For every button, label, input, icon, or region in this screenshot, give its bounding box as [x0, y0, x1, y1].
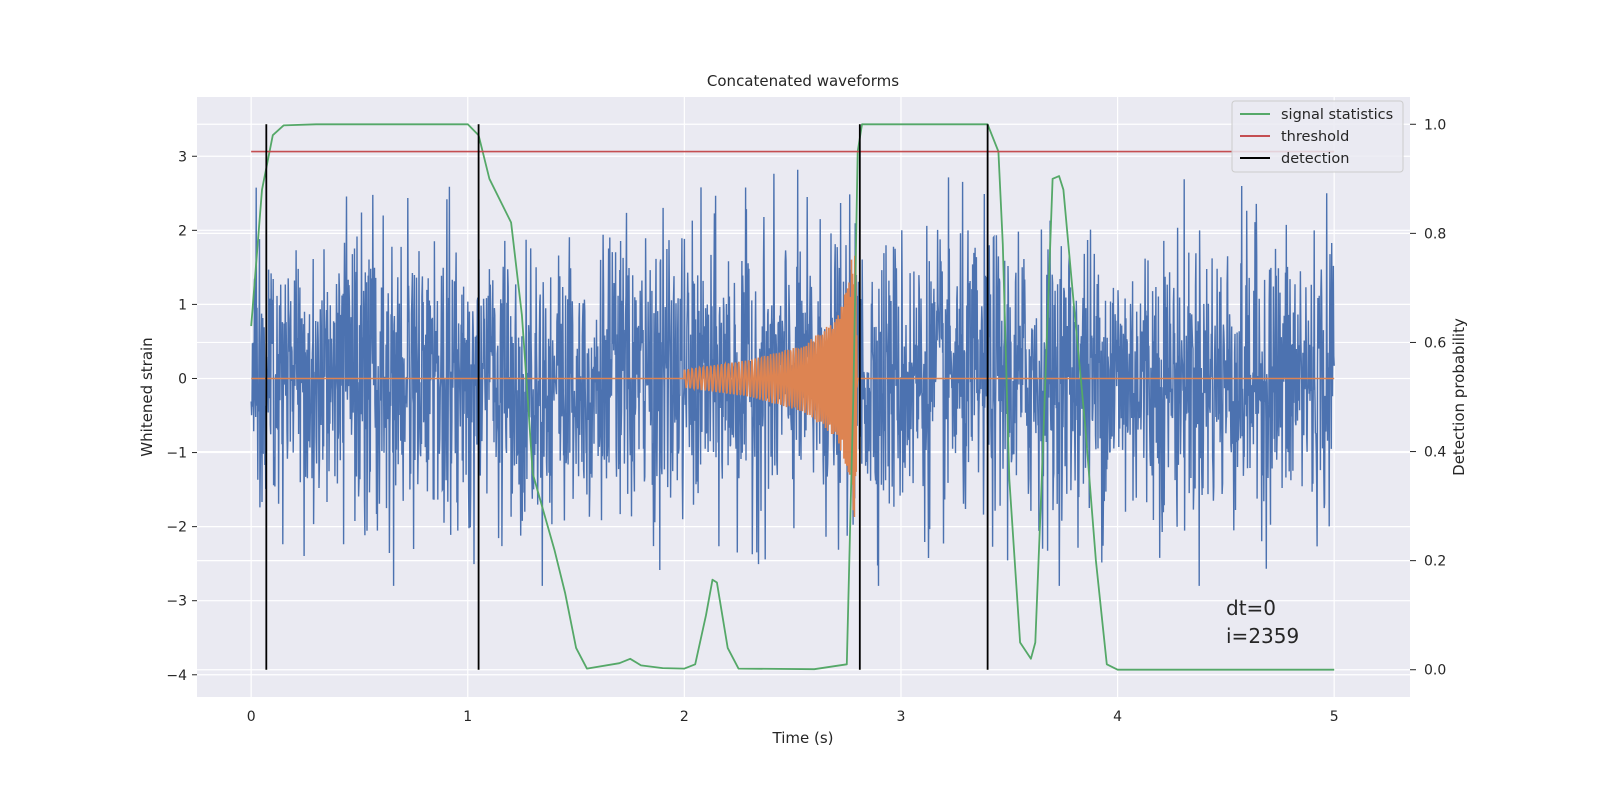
chart-title: Concatenated waveforms — [707, 72, 899, 90]
noise-line — [250, 169, 1335, 586]
annotation-dt: dt=0 — [1226, 596, 1276, 620]
series-detection — [265, 124, 989, 670]
x-tick-label: 5 — [1330, 709, 1339, 725]
signal-statistics-line — [250, 123, 1335, 671]
legend-label-detection: detection — [1281, 151, 1349, 167]
legend-box — [1231, 100, 1404, 173]
x-axis-label: Time (s) — [772, 729, 834, 747]
x-tick-label: 4 — [1113, 709, 1122, 725]
annotation-i: i=2359 — [1226, 624, 1299, 648]
y-axis-label-left: Whitened strain — [138, 337, 156, 456]
legend-label-signal-statistics: signal statistics — [1281, 107, 1393, 123]
y-left-tick-label: 3 — [178, 149, 187, 165]
y-right-tick-label: 0.2 — [1424, 554, 1446, 570]
ticks: 0 1 2 3 4 5 −4 −3 −2 −1 0 1 2 3 0.0 0.2 0.4 0.6 0.8 1.0 — [166, 117, 1446, 725]
chirp-line — [251, 250, 1335, 518]
series-chirp — [251, 250, 1335, 518]
legend-label-threshold: threshold — [1281, 129, 1349, 145]
x-tick-label: 2 — [680, 709, 689, 725]
y-left-tick-label: −2 — [166, 520, 187, 536]
y-left-tick-label: 1 — [178, 297, 187, 313]
y-left-tick-label: −1 — [166, 446, 187, 462]
y-right-tick-label: 0.6 — [1424, 335, 1446, 351]
y-axis-label-right: Detection probability — [1450, 318, 1468, 476]
y-left-tick-label: 2 — [178, 223, 187, 239]
y-left-tick-label: −4 — [166, 668, 187, 684]
series-noise — [250, 169, 1335, 586]
y-right-tick-label: 1.0 — [1424, 117, 1446, 133]
legend: signal statistics threshold detection — [1231, 100, 1404, 173]
y-left-tick-label: 0 — [178, 371, 187, 387]
x-tick-label: 0 — [247, 709, 256, 725]
x-tick-label: 1 — [463, 709, 472, 725]
series-signal-statistics — [250, 123, 1335, 671]
x-tick-label: 3 — [897, 709, 906, 725]
y-left-tick-label: −3 — [166, 594, 187, 610]
y-right-tick-label: 0.8 — [1424, 226, 1446, 242]
y-right-tick-label: 0.0 — [1424, 663, 1446, 679]
y-right-tick-label: 0.4 — [1424, 445, 1446, 461]
